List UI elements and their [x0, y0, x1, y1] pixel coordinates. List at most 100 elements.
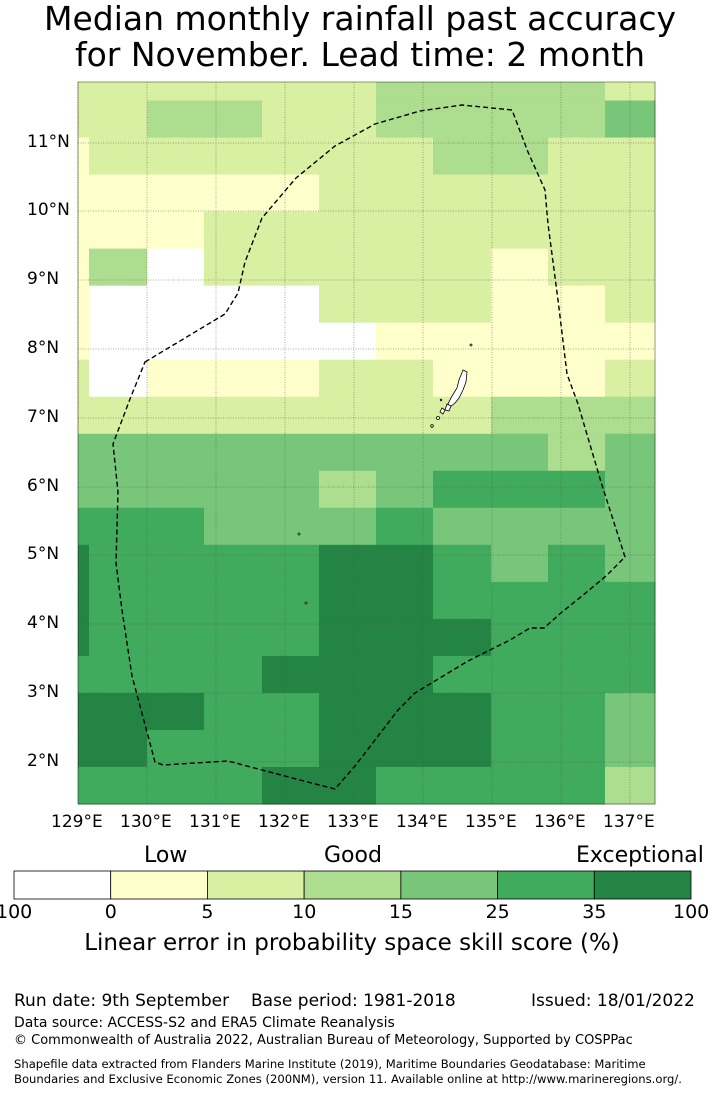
skill-cell	[433, 322, 492, 361]
skill-cell	[147, 507, 205, 546]
skill-cell	[376, 433, 434, 472]
skill-cell	[147, 137, 205, 176]
skill-cell	[548, 581, 606, 620]
map-frame	[77, 81, 656, 805]
skill-cell	[605, 766, 656, 805]
latitude-label: 5°N	[27, 544, 60, 564]
longitude-label: 136°E	[534, 812, 586, 832]
skill-cell	[433, 618, 492, 657]
colorbar-tick-label: 100	[673, 901, 710, 923]
skill-cell	[262, 100, 320, 139]
skill-cell	[548, 766, 606, 805]
skill-cell	[433, 581, 492, 620]
skill-cell	[433, 82, 492, 102]
skill-cell	[491, 692, 549, 731]
latitude-label: 6°N	[27, 476, 60, 496]
island-dot	[439, 398, 443, 402]
skill-cell	[605, 692, 656, 731]
skill-cell	[89, 248, 148, 287]
skill-cell	[491, 433, 549, 472]
skill-cell	[433, 655, 492, 694]
skill-cell	[491, 729, 549, 768]
skill-cell	[491, 581, 549, 620]
latitude-label: 9°N	[27, 269, 60, 289]
skill-cell	[89, 729, 148, 768]
skill-cell	[89, 137, 148, 176]
longitude-label: 135°E	[465, 812, 517, 832]
skill-cell	[147, 100, 205, 139]
skill-cell	[548, 655, 606, 694]
issued-date: Issued: 18/01/2022	[531, 991, 695, 1011]
skill-cell	[376, 470, 434, 509]
skill-cell	[491, 359, 549, 398]
skill-cell	[89, 507, 148, 546]
skill-cell	[204, 285, 263, 324]
skill-cell	[491, 82, 549, 102]
skill-cell	[548, 359, 606, 398]
skill-cell	[548, 507, 606, 546]
latitude-label: 3°N	[27, 682, 60, 702]
skill-cell	[605, 137, 656, 176]
skill-cell	[78, 655, 90, 694]
longitude-label: 132°E	[258, 812, 310, 832]
copyright: © Commonwealth of Australia 2022, Austra…	[14, 1033, 633, 1048]
skill-cell	[204, 470, 263, 509]
skill-cell	[262, 396, 320, 435]
skill-cell	[433, 507, 492, 546]
skill-cell	[491, 248, 549, 287]
skill-cell	[491, 211, 549, 250]
skill-cell	[548, 100, 606, 139]
skill-cell	[491, 322, 549, 361]
skill-cell	[78, 581, 90, 620]
skill-cell	[262, 82, 320, 102]
skill-cell	[262, 285, 320, 324]
skill-cell	[319, 470, 377, 509]
skill-grid	[78, 82, 656, 805]
skill-cell	[433, 766, 492, 805]
skill-cell	[433, 692, 492, 731]
skill-cell	[204, 544, 263, 583]
longitude-label: 131°E	[189, 812, 241, 832]
skill-cell	[319, 211, 377, 250]
skill-cell	[605, 359, 656, 398]
eez-boundary	[112, 104, 626, 790]
skill-cell	[605, 82, 656, 102]
skill-cell	[433, 729, 492, 768]
colorbar-tick-label: 100	[0, 901, 33, 923]
skill-cell	[376, 544, 434, 583]
longitude-label: 130°E	[120, 812, 172, 832]
skill-cell	[605, 100, 656, 139]
skill-cell	[605, 581, 656, 620]
skill-cell	[262, 655, 320, 694]
longitude-label: 129°E	[51, 812, 103, 832]
skill-cell	[204, 766, 263, 805]
skill-cell	[147, 470, 205, 509]
skill-cell	[262, 470, 320, 509]
skill-cell	[376, 322, 434, 361]
skill-cell	[319, 433, 377, 472]
longitude-label: 137°E	[603, 812, 655, 832]
skill-cell	[319, 581, 377, 620]
skill-cell	[204, 248, 263, 287]
skill-cell	[89, 396, 148, 435]
skill-cell	[548, 433, 606, 472]
skill-cell	[78, 433, 90, 472]
skill-cell	[376, 766, 434, 805]
skill-cell	[78, 470, 90, 509]
skill-cell	[89, 618, 148, 657]
skill-cell	[605, 507, 656, 546]
colorbar-swatch	[593, 870, 692, 900]
skill-cell	[433, 544, 492, 583]
colorbar	[13, 870, 692, 900]
fana-island	[304, 601, 308, 605]
skill-cell	[262, 729, 320, 768]
skill-cell	[78, 174, 90, 213]
map-title-line-2: for November. Lead time: 2 month	[74, 35, 645, 74]
skill-cell	[262, 692, 320, 731]
skill-cell	[548, 82, 606, 102]
latitude-label: 4°N	[27, 613, 60, 633]
skill-cell	[605, 174, 656, 213]
colorbar-swatch	[497, 870, 595, 900]
skill-cell	[147, 359, 205, 398]
skill-cell	[262, 322, 320, 361]
